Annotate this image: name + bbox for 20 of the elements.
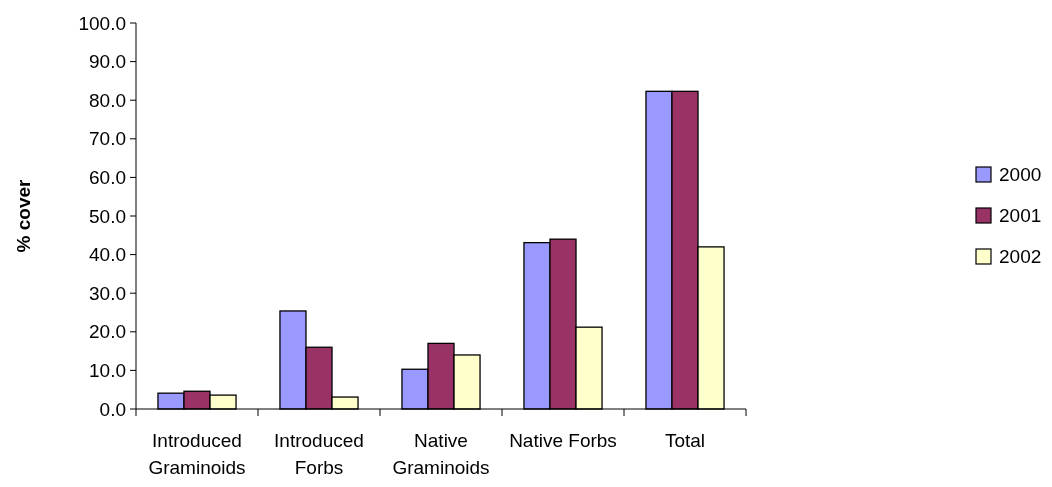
x-tick-label: Introduced Graminoids — [148, 430, 246, 478]
y-tick-label: 80.0 — [89, 89, 126, 111]
x-tick-label: Total — [664, 430, 706, 451]
x-tick-label: Native Graminoids — [392, 430, 490, 478]
y-tick-label: 100.0 — [78, 12, 126, 34]
legend-label: 2002 — [999, 245, 1042, 267]
y-tick-label: 50.0 — [89, 205, 126, 227]
y-tick-label: 30.0 — [89, 282, 126, 304]
y-tick-label: 90.0 — [89, 51, 126, 73]
legend-label: 2001 — [999, 204, 1042, 226]
y-tick-label: 0.0 — [99, 398, 126, 420]
x-tick-label: Native Forbs — [509, 430, 617, 451]
y-tick-label: 20.0 — [89, 321, 126, 343]
y-axis-title: % cover — [13, 178, 34, 253]
legend-label: 2000 — [999, 163, 1042, 185]
y-tick-label: 10.0 — [89, 360, 126, 382]
y-tick-label: 70.0 — [89, 128, 126, 150]
y-tick-label: 40.0 — [89, 244, 126, 266]
y-tick-label: 60.0 — [89, 167, 126, 189]
x-tick-label: Introduced Forbs — [274, 430, 364, 478]
